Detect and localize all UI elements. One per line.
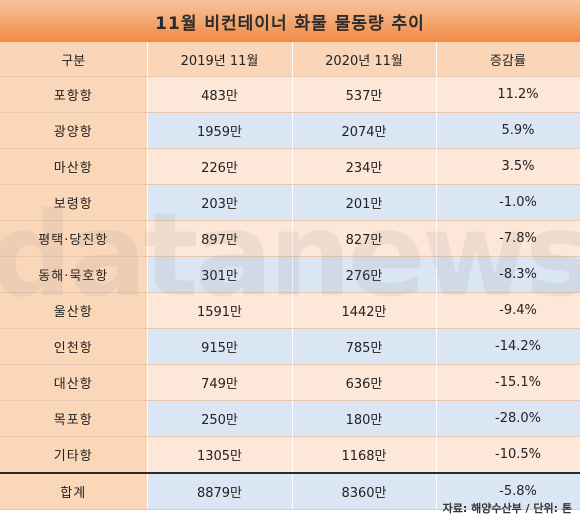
total-2020: 8360만 [292, 472, 437, 510]
port-name: 기타항 [0, 436, 148, 474]
value-2019: 250만 [147, 400, 293, 437]
header-2019: 2019년 11월 [147, 42, 293, 77]
table-row: 목포항 250만 180만 -28.0% [0, 400, 580, 437]
table-row: 보령항 203만 201만 -1.0% [0, 184, 580, 221]
change-rate: -15.1% [436, 364, 580, 401]
table-row: 기타항 1305만 1168만 -10.5% [0, 436, 580, 474]
value-2020: 201만 [292, 184, 437, 221]
value-2019: 1591만 [147, 292, 293, 329]
change-rate: -7.8% [436, 220, 580, 257]
value-2019: 1305만 [147, 436, 293, 474]
value-2019: 301만 [147, 256, 293, 293]
change-rate: -1.0% [436, 184, 580, 221]
value-2020: 827만 [292, 220, 437, 257]
value-2020: 1168만 [292, 436, 437, 474]
change-rate: -28.0% [436, 400, 580, 437]
change-rate: -9.4% [436, 292, 580, 329]
total-change: -5.8% [436, 472, 580, 510]
value-2019: 749만 [147, 364, 293, 401]
header-row: 구분 2019년 11월 2020년 11월 증감률 [0, 42, 580, 77]
table-row: 대산항 749만 636만 -15.1% [0, 364, 580, 401]
header-2020: 2020년 11월 [292, 42, 437, 77]
total-row: 합계 8879만 8360만 -5.8% [0, 472, 580, 510]
table-row: 울산항 1591만 1442만 -9.4% [0, 292, 580, 329]
value-2019: 1959만 [147, 112, 293, 149]
table-row: 마산항 226만 234만 3.5% [0, 148, 580, 185]
port-name: 마산항 [0, 148, 148, 185]
value-2020: 276만 [292, 256, 437, 293]
value-2020: 2074만 [292, 112, 437, 149]
port-name: 울산항 [0, 292, 148, 329]
port-name: 광양항 [0, 112, 148, 149]
source-note: 자료: 해양수산부 / 단위: 톤 [442, 502, 572, 515]
value-2020: 636만 [292, 364, 437, 401]
port-name: 보령항 [0, 184, 148, 221]
table-row: 동해·묵호항 301만 276만 -8.3% [0, 256, 580, 293]
table-row: 평택·당진항 897만 827만 -7.8% [0, 220, 580, 257]
table-row: 광양항 1959만 2074만 5.9% [0, 112, 580, 149]
value-2020: 537만 [292, 76, 437, 113]
port-name: 인천항 [0, 328, 148, 365]
value-2019: 203만 [147, 184, 293, 221]
total-label: 합계 [0, 472, 148, 510]
header-change: 증감률 [436, 42, 580, 77]
table-row: 포항항 483만 537만 11.2% [0, 76, 580, 113]
table-title: 11월 비컨테이너 화물 물동량 추이 [0, 0, 580, 42]
header-category: 구분 [0, 42, 148, 77]
value-2020: 180만 [292, 400, 437, 437]
table-row: 인천항 915만 785만 -14.2% [0, 328, 580, 365]
value-2019: 897만 [147, 220, 293, 257]
change-rate: -10.5% [436, 436, 580, 474]
port-name: 포항항 [0, 76, 148, 113]
throughput-table: 구분 2019년 11월 2020년 11월 증감률 포항항 483만 537만… [0, 42, 580, 510]
value-2019: 483만 [147, 76, 293, 113]
port-name: 평택·당진항 [0, 220, 148, 257]
value-2020: 234만 [292, 148, 437, 185]
value-2019: 915만 [147, 328, 293, 365]
port-name: 동해·묵호항 [0, 256, 148, 293]
total-2019: 8879만 [147, 472, 293, 510]
change-rate: 5.9% [436, 112, 580, 149]
change-rate: 11.2% [436, 76, 580, 113]
value-2020: 785만 [292, 328, 437, 365]
change-rate: -14.2% [436, 328, 580, 365]
change-rate: -8.3% [436, 256, 580, 293]
port-name: 목포항 [0, 400, 148, 437]
change-rate: 3.5% [436, 148, 580, 185]
value-2020: 1442만 [292, 292, 437, 329]
port-name: 대산항 [0, 364, 148, 401]
value-2019: 226만 [147, 148, 293, 185]
